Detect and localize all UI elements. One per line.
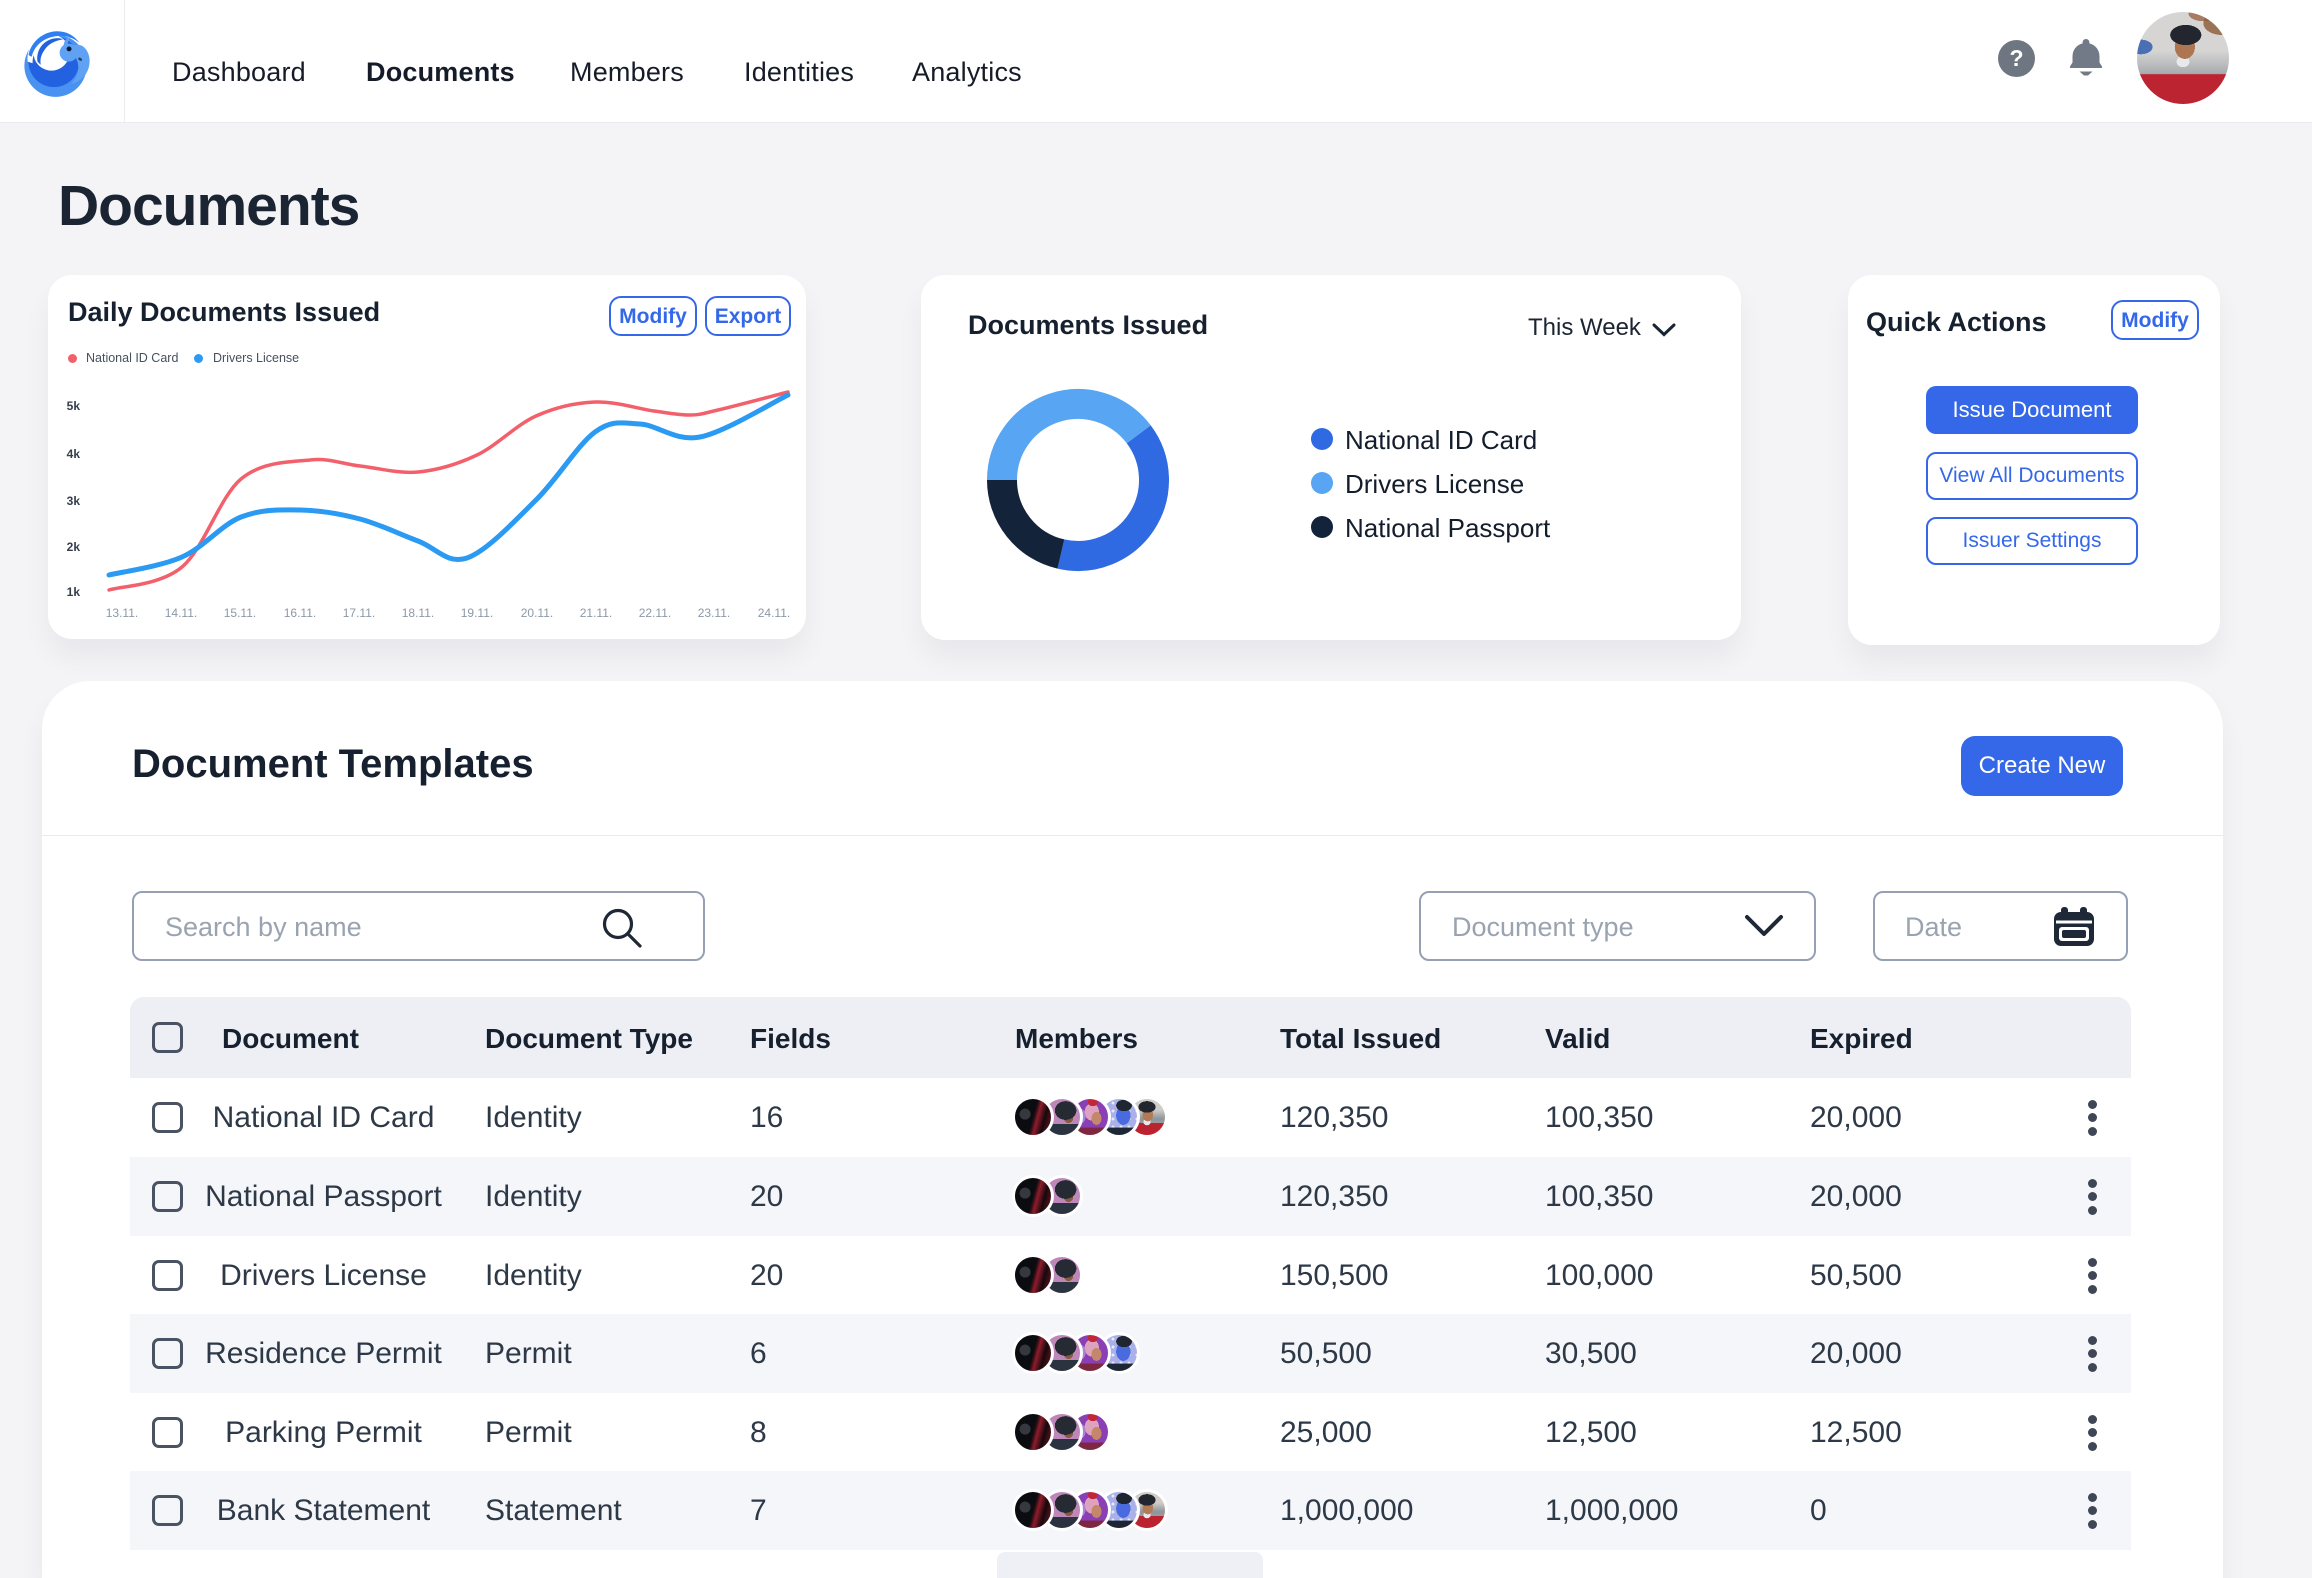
svg-text:23.11.: 23.11.: [698, 606, 730, 620]
svg-text:4k: 4k: [67, 447, 81, 461]
svg-text:20.11.: 20.11.: [521, 606, 553, 620]
svg-text:18.11.: 18.11.: [402, 606, 434, 620]
svg-text:24.11.: 24.11.: [758, 606, 790, 620]
svg-text:19.11.: 19.11.: [461, 606, 493, 620]
svg-text:15.11.: 15.11.: [224, 606, 256, 620]
svg-text:14.11.: 14.11.: [165, 606, 197, 620]
svg-text:21.11.: 21.11.: [580, 606, 612, 620]
svg-text:22.11.: 22.11.: [639, 606, 671, 620]
svg-text:17.11.: 17.11.: [343, 606, 375, 620]
svg-text:2k: 2k: [67, 540, 81, 554]
svg-text:3k: 3k: [67, 494, 81, 508]
svg-text:16.11.: 16.11.: [284, 606, 316, 620]
svg-text:5k: 5k: [67, 399, 81, 413]
svg-text:13.11.: 13.11.: [106, 606, 138, 620]
svg-text:1k: 1k: [67, 585, 81, 599]
